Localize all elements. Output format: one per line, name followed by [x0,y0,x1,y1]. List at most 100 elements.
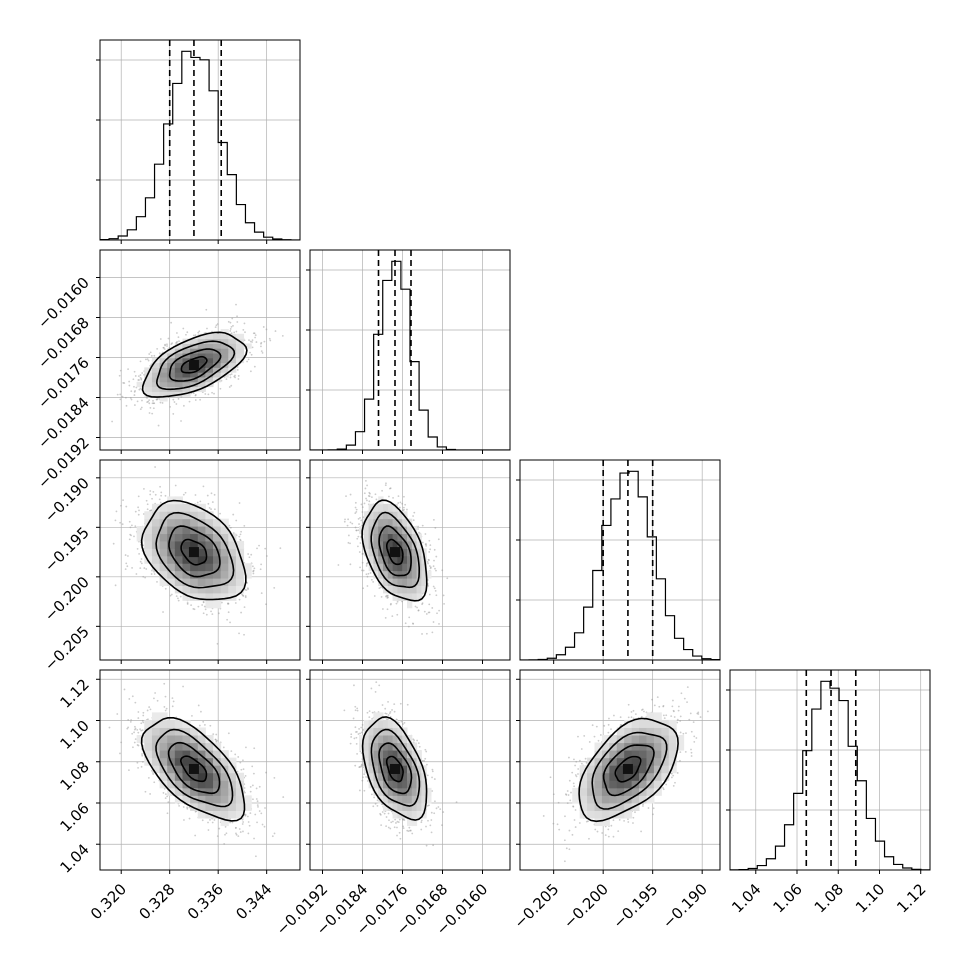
scatter-point [194,399,197,401]
scatter-point [139,374,142,376]
density-cell [363,750,370,759]
density-cell [383,533,389,542]
scatter-point [138,552,141,555]
density-cell [167,727,176,736]
scatter-point [397,821,400,824]
scatter-point [403,721,406,724]
density-cell [373,563,379,572]
density-cell [190,578,199,586]
density-cell [383,555,389,564]
density-cell [197,381,206,388]
scatter-point [145,499,148,502]
density-cell [416,757,422,766]
density-cell [392,727,398,736]
scatter-point [242,759,244,762]
scatter-point [227,732,230,735]
scatter-point [268,337,271,340]
density-cell [228,765,237,774]
scatter-point [253,837,255,840]
scatter-point [144,790,147,793]
scatter-point [366,585,369,587]
scatter-point [343,520,346,523]
scatter-point [139,567,142,570]
scatter-point [243,814,246,816]
scatter-point [347,534,350,537]
scatter-point [145,568,148,570]
scatter-point [384,484,387,487]
scatter-point [157,424,160,427]
density-cell [167,750,176,759]
density-cell [213,592,222,601]
scatter-point [263,340,266,343]
density-cell [182,372,191,378]
density-cell [205,600,214,609]
scatter-point [375,498,378,501]
density-cell [151,386,161,392]
scatter-point [148,412,151,414]
density-cell [144,750,153,759]
scatter-point [260,812,263,815]
scatter-panel-1-0 [96,249,301,454]
scatter-point [152,407,155,410]
density-cell [397,727,403,736]
scatter-point [170,343,173,346]
density-cell [190,772,199,781]
scatter-point [175,403,178,405]
density-cell [416,548,422,557]
contour-line [155,511,235,589]
panel-plot-area [100,460,300,660]
scatter-point [361,506,364,509]
scatter-point [179,595,182,598]
scatter-point [128,384,131,387]
scatter-point [139,360,142,363]
density-cell [144,719,153,728]
density-cell [213,600,222,609]
scatter-point [391,709,393,711]
density-cell [213,343,222,349]
scatter-point [361,758,364,760]
scatter-point [194,334,197,337]
density-cell [144,735,153,744]
density-cell [378,750,384,759]
density-cell [182,362,191,368]
scatter-point [137,731,140,734]
scatter-point [395,602,398,605]
histogram-steps [520,470,720,660]
scatter-point [397,495,400,498]
scatter-point [243,787,246,789]
scatter-point [257,805,259,808]
scatter-point [421,541,424,544]
scatter-point [149,406,152,409]
scatter-point [216,323,219,325]
scatter-point [132,378,135,381]
scatter-point [251,341,253,343]
scatter-point [425,632,428,635]
scatter-point [433,548,436,551]
scatter-point [367,494,370,497]
scatter-point [239,538,242,541]
scatter-point [350,733,353,736]
density-cell [174,578,183,586]
scatter-point [225,378,228,381]
density-cell [387,533,394,542]
density-cell [416,750,422,759]
density-cell [197,772,206,781]
scatter-point [254,813,257,816]
scatter-point [384,616,387,619]
scatter-point [426,560,429,563]
scatter-point [690,748,692,751]
density-cell [397,570,403,579]
density-cell [220,570,229,579]
scatter-point [146,358,149,361]
density-cell [235,787,245,796]
density-cell [213,533,222,542]
scatter-point [673,716,676,718]
scatter-point [210,492,213,495]
scatter-point [428,611,431,614]
scatter-point [256,547,258,550]
scatter-point [366,575,369,578]
scatter-point [130,524,133,527]
contour-line [378,525,412,577]
scatter-point [251,339,254,342]
scatter-point [407,830,410,833]
